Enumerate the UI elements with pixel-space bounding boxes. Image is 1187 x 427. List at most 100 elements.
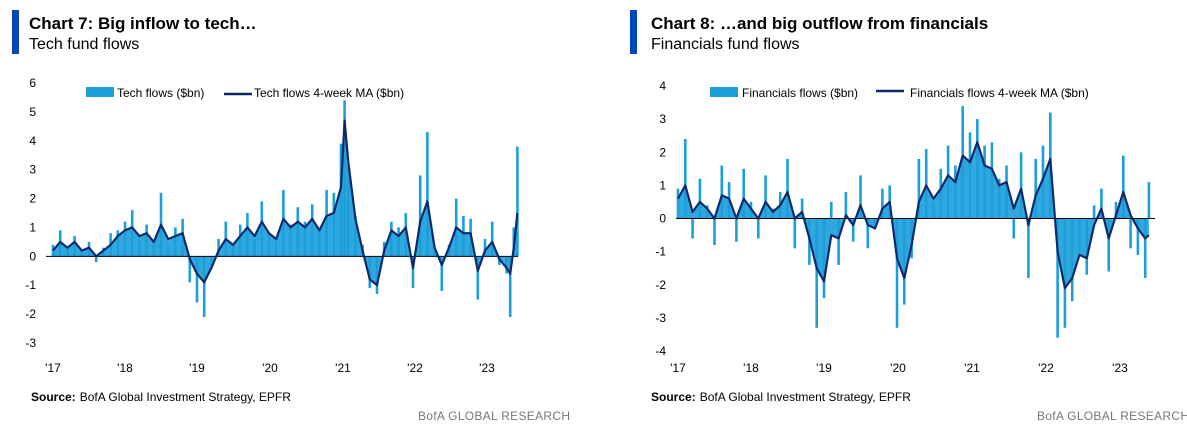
flow-bar [873,218,877,226]
flow-bar [73,236,76,257]
flow-bar [195,256,199,303]
flow-bar [318,230,321,257]
flow-bar [246,213,249,257]
flow-bar [1107,218,1110,272]
flow-bar [253,239,256,257]
flow-bar [1034,158,1037,219]
source-text: BofA Global Investment Strategy, EPFR [79,390,291,404]
flow-bar [433,250,436,257]
flow-bar [303,221,307,257]
y-tick-label: 0 [29,249,36,263]
flow-bar [181,218,184,257]
flow-bar [426,132,429,257]
flow-bar [713,218,716,245]
flow-bar [447,244,451,257]
flow-bar [968,132,972,219]
flow-bar [1092,205,1096,219]
flow-bar [1129,218,1132,249]
brand-mark: BofA GLOBAL RESEARCH [418,409,571,423]
y-tick-label: 0 [659,212,666,226]
flow-bar [152,241,156,257]
flow-bar [932,201,935,219]
flow-bar [440,256,444,291]
flow-bar [735,218,738,242]
flow-bar [210,256,213,265]
y-tick-label: 2 [29,192,36,206]
source-note: Source: BofA Global Investment Strategy, … [651,390,911,404]
y-tick-label: 3 [29,163,36,177]
y-tick-label: -1 [25,278,36,292]
flow-bar [859,175,862,219]
flow-bar [130,210,134,257]
legend-label: Financials flows ($bn) [742,86,858,100]
accent-bar [12,10,19,54]
legend-swatch-bar [710,87,738,97]
flow-bar [462,215,465,257]
flow-bar [1147,182,1151,219]
flow-bar [720,165,724,219]
flow-bar [1019,152,1023,219]
flow-bar [94,256,98,263]
flow-bar [764,175,767,219]
flow-bar [202,256,206,317]
flow-bar [837,218,840,265]
flow-bar [1143,218,1147,279]
brand-mark: BofA GLOBAL RESEARCH [1037,409,1187,423]
y-tick-label: -4 [655,344,666,358]
y-tick-label: 1 [659,178,666,192]
flow-bar [343,100,346,257]
legend-label: Financials flows 4-week MA ($bn) [910,86,1089,100]
flow-bar [1027,218,1030,279]
source-label: Source: [31,390,76,404]
flow-bar [990,142,994,219]
flow-bar [939,168,943,219]
x-tick-label: '23 [1112,361,1128,375]
chart-7-panel: Chart 7: Big inflow to tech… Tech fund f… [0,0,570,427]
flow-bar [516,146,519,257]
chart-8-panel: Chart 8: …and big outflow from financial… [620,0,1187,427]
flow-bar [267,233,271,257]
flow-bar [1063,218,1067,328]
flow-bar [138,239,141,257]
flow-bar [800,198,804,219]
chart-title: Chart 7: Big inflow to tech… [29,14,257,33]
flow-bar [976,119,979,219]
flow-bar [705,205,709,219]
flow-bar [1136,218,1140,255]
source-label: Source: [651,390,696,404]
y-tick-label: 3 [659,112,666,126]
y-tick-label: 2 [659,145,666,159]
flow-bar [881,188,884,219]
flow-bar [188,256,192,283]
flow-area [53,120,518,286]
flow-bar [961,105,964,219]
flow-bar [289,224,292,257]
source-note: Source: BofA Global Investment Strategy, … [31,390,291,404]
flow-bar [1085,218,1089,275]
flow-bar [310,204,314,257]
flow-bar [166,244,170,257]
flow-bar [676,188,680,219]
flow-bar [1012,218,1016,239]
flow-bar [483,239,487,257]
flow-bar [375,256,379,294]
flow-bar [1005,165,1008,219]
legend: Financials flows ($bn) Financials flows 4… [710,86,1089,100]
flow-bar [1078,218,1081,252]
x-tick-label: '21 [335,361,351,375]
flow-bar [786,158,789,219]
x-tick-label: '20 [262,361,278,375]
flow-bar [411,256,415,289]
flow-bar [325,189,328,257]
flow-bar [332,192,336,257]
flow-bar [66,247,69,257]
flow-bar [903,218,906,305]
x-tick-label: '19 [189,361,205,375]
chart-subtitle: Financials fund flows [651,36,800,53]
flow-bar [508,256,512,317]
y-tick-label: 6 [29,76,36,90]
x-tick-label: '18 [743,361,759,375]
flow-bar [231,244,235,257]
plot-area: 6 5 4 3 2 1 0 -1 -2 -3 '17 '18 '19 '20 '21 '22 '23 [25,76,519,375]
x-tick-label: '22 [407,361,423,375]
